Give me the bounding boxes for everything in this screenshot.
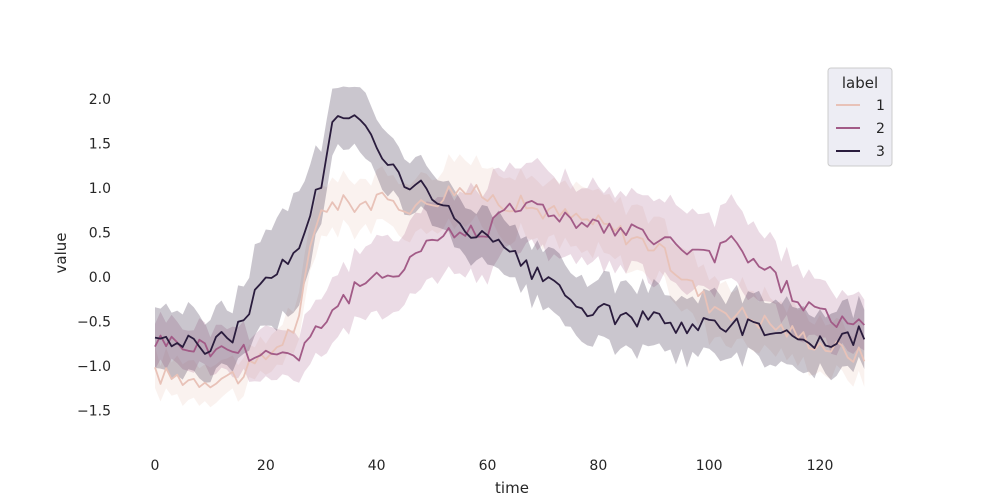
y-axis-label: value	[52, 233, 70, 274]
x-tick-label: 80	[589, 458, 607, 474]
legend: label 1 2 3	[827, 67, 893, 167]
y-axis-ticks: −1.5 −1.0 −0.5 0.0 0.5 1.0 1.5 2.0	[77, 92, 111, 420]
series-3-band	[155, 86, 865, 383]
series-2-band	[155, 157, 865, 383]
legend-label-3: 3	[876, 144, 885, 160]
y-tick-label: −1.0	[77, 359, 111, 375]
series-1-band	[155, 154, 865, 408]
series-2-line	[154, 199, 865, 362]
confidence-bands	[155, 86, 865, 408]
series-lines	[154, 114, 866, 389]
y-tick-label: 0.0	[89, 270, 111, 286]
x-tick-label: 20	[257, 458, 275, 474]
y-tick-label: 2.0	[89, 92, 111, 108]
y-tick-label: 1.0	[89, 181, 111, 197]
series-1-line	[154, 184, 866, 389]
legend-label-2: 2	[876, 121, 885, 137]
y-tick-label: 0.5	[89, 226, 111, 242]
x-tick-label: 60	[479, 458, 497, 474]
x-tick-label: 100	[696, 458, 723, 474]
legend-label-1: 1	[876, 98, 885, 114]
x-tick-label: 40	[368, 458, 386, 474]
legend-frame	[827, 67, 893, 167]
x-axis-label: time	[495, 479, 529, 497]
y-tick-label: −1.5	[77, 404, 111, 420]
series-3-line	[154, 114, 866, 355]
x-tick-label: 0	[151, 458, 160, 474]
y-tick-label: −0.5	[77, 315, 111, 331]
legend-title: label	[842, 74, 878, 92]
x-axis-ticks: 0 20 40 60 80 100 120	[151, 458, 834, 474]
x-tick-label: 120	[807, 458, 834, 474]
y-tick-label: 1.5	[89, 137, 111, 153]
